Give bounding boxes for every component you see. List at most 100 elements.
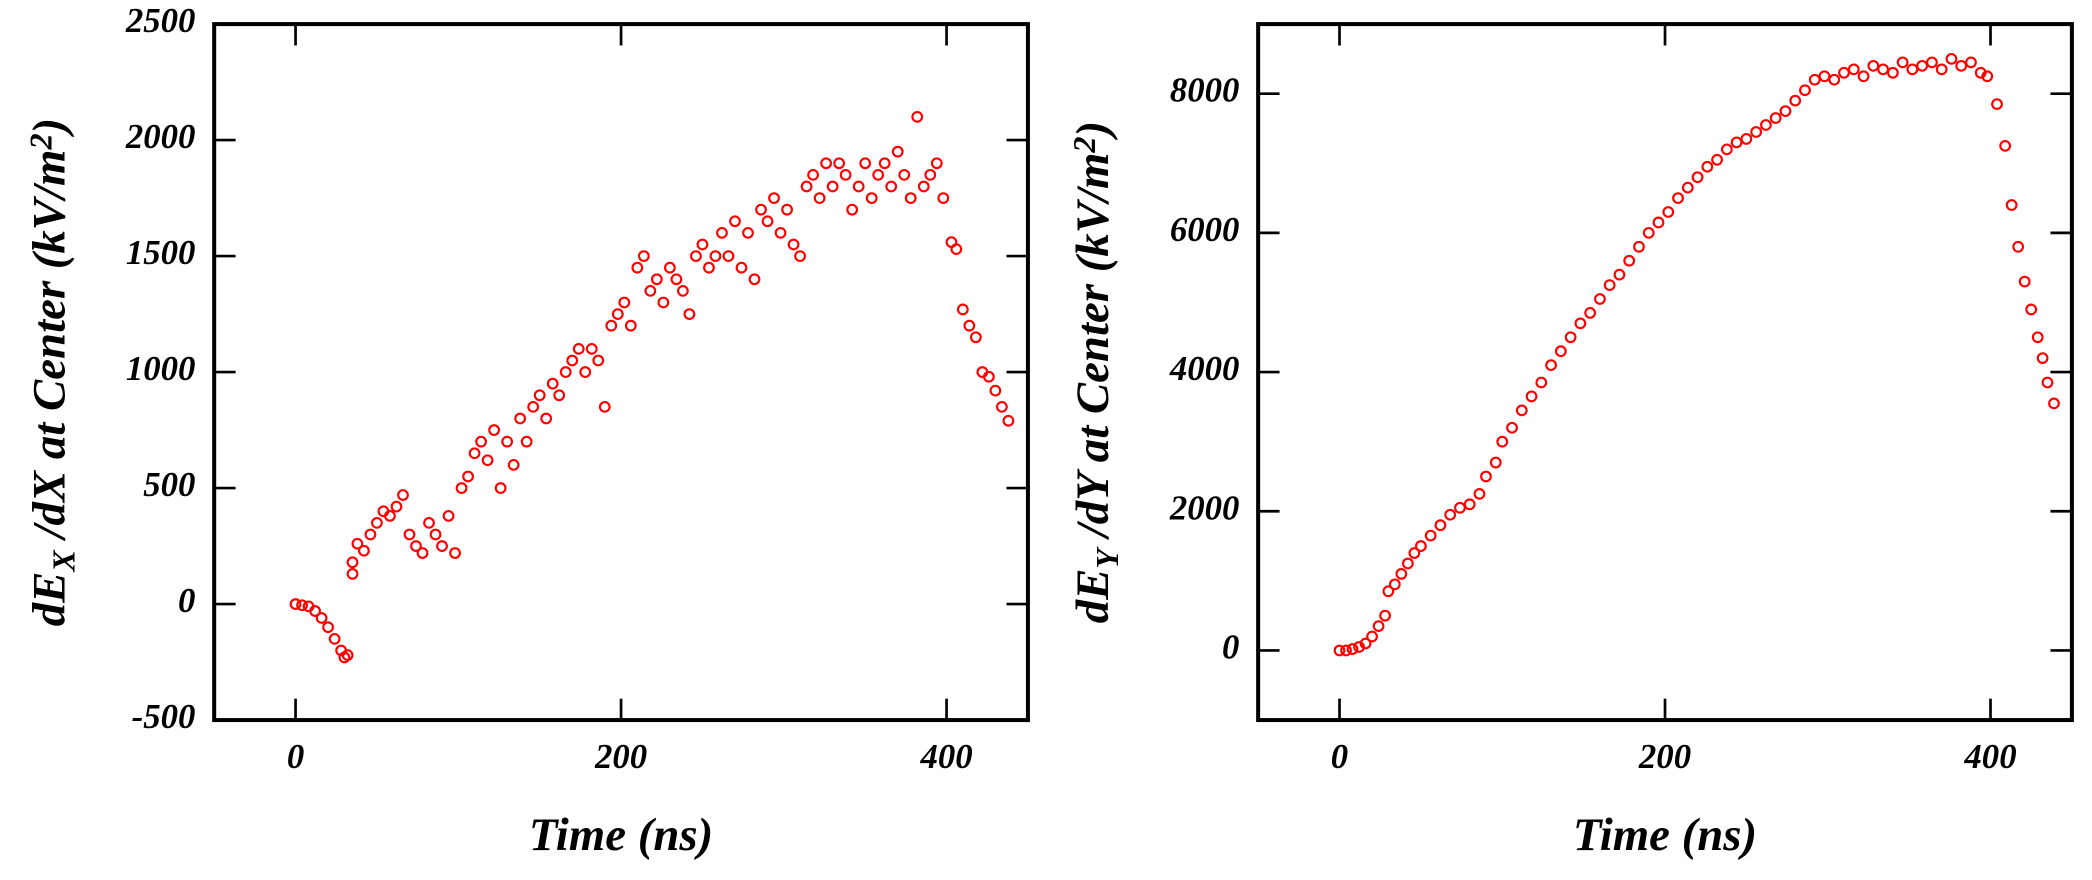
point: [1935, 63, 1948, 76]
point: [650, 273, 663, 286]
y-axis-label-part: 2: [22, 133, 58, 150]
x-tick-label: 400: [1963, 737, 2016, 776]
point: [924, 168, 937, 181]
point: [1359, 637, 1372, 650]
point: [904, 192, 917, 204]
point: [1535, 376, 1548, 389]
point: [1346, 643, 1359, 655]
point: [1999, 139, 2012, 152]
point: [1672, 192, 1684, 204]
point: [315, 612, 328, 624]
point: [1353, 641, 1365, 653]
point: [442, 510, 455, 522]
point: [384, 510, 396, 522]
point: [1711, 153, 1723, 166]
point: [1454, 501, 1466, 514]
point: [1896, 56, 1909, 69]
point: [1554, 345, 1567, 358]
point: [533, 389, 546, 402]
point: [507, 458, 520, 471]
point: [930, 157, 943, 170]
point: [309, 605, 321, 617]
point: [950, 243, 963, 256]
point: [1444, 508, 1457, 521]
point: [1760, 119, 1772, 131]
y-tick-label: 6000: [1170, 210, 1240, 249]
point: [1974, 66, 1987, 79]
point: [644, 284, 657, 297]
point: [1408, 547, 1421, 559]
point: [328, 632, 341, 645]
point: [410, 540, 422, 552]
x-tick-label: 0: [1331, 737, 1348, 776]
point: [1955, 59, 1968, 72]
point: [1633, 240, 1645, 253]
point: [2048, 397, 2060, 410]
point: [1414, 540, 1427, 552]
point: [846, 203, 859, 216]
point: [1463, 498, 1476, 511]
point: [1366, 630, 1378, 643]
point: [358, 544, 370, 557]
plot-frame: [212, 22, 1030, 723]
point: [1720, 143, 1733, 156]
point: [1473, 487, 1486, 500]
point: [1395, 568, 1408, 580]
point: [1965, 56, 1977, 69]
point: [989, 384, 1002, 397]
point: [807, 168, 819, 181]
point: [956, 303, 969, 316]
point: [540, 412, 553, 425]
point: [820, 157, 833, 170]
point: [742, 226, 754, 239]
point: [296, 599, 308, 612]
point: [397, 489, 409, 501]
point: [878, 157, 891, 170]
point: [1603, 279, 1616, 291]
point: [996, 400, 1008, 413]
point: [1906, 63, 1919, 76]
point: [729, 215, 741, 228]
point: [371, 516, 383, 529]
point: [1828, 73, 1841, 86]
point: [703, 261, 715, 274]
point: [1496, 435, 1509, 448]
y-axis-label-part: ): [1067, 121, 1119, 141]
point: [1740, 133, 1753, 145]
point: [839, 168, 852, 181]
point: [1799, 84, 1811, 97]
point: [1525, 390, 1538, 403]
point: [481, 454, 494, 467]
x-tick-label: 400: [919, 737, 972, 776]
point: [346, 556, 359, 569]
y-axis-label-part: dE: [1067, 569, 1119, 624]
point: [514, 412, 527, 425]
point: [289, 598, 302, 610]
point: [709, 250, 722, 262]
point: [1333, 644, 1346, 657]
point: [390, 500, 403, 513]
point: [1623, 254, 1636, 267]
point: [1981, 70, 1994, 83]
y-tick-label: 1500: [126, 233, 196, 272]
point: [1779, 105, 1792, 117]
point: [865, 192, 878, 204]
point: [1808, 73, 1821, 86]
point: [637, 250, 650, 262]
point: [436, 540, 448, 552]
point: [1730, 136, 1743, 149]
point: [1564, 331, 1577, 344]
point: [611, 308, 624, 320]
point: [1991, 98, 2003, 111]
point: [1379, 609, 1391, 622]
y-axis-label-part: /dX at Center (kV/m: [23, 150, 75, 551]
point: [833, 157, 846, 170]
point: [872, 168, 885, 181]
point: [1515, 404, 1528, 417]
point: [429, 528, 442, 541]
point: [1584, 307, 1597, 319]
point: [885, 180, 898, 193]
point: [527, 400, 540, 413]
y-tick-label: 8000: [1170, 71, 1240, 110]
